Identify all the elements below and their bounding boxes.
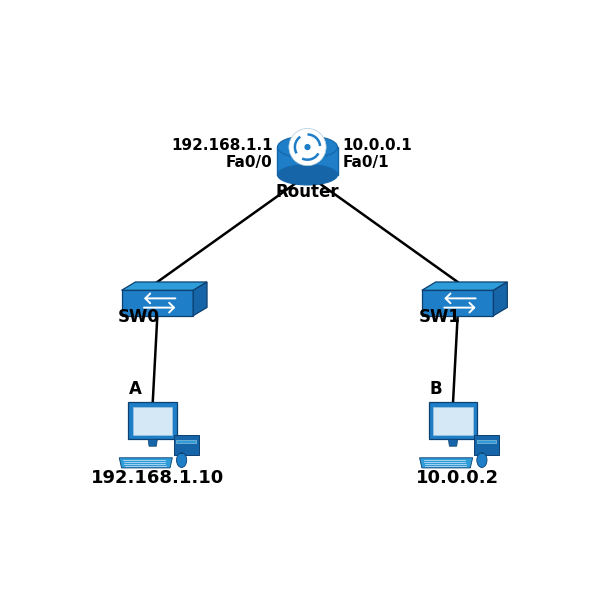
Polygon shape <box>128 403 177 439</box>
Polygon shape <box>173 434 199 455</box>
Circle shape <box>289 128 326 166</box>
Polygon shape <box>422 290 493 316</box>
Polygon shape <box>419 458 473 468</box>
Ellipse shape <box>277 164 338 185</box>
Text: 192.168.1.1
Fa0/0: 192.168.1.1 Fa0/0 <box>171 138 273 170</box>
Polygon shape <box>122 282 207 290</box>
Polygon shape <box>433 407 473 434</box>
Polygon shape <box>429 403 477 439</box>
Text: 192.168.1.10: 192.168.1.10 <box>91 469 224 487</box>
Polygon shape <box>148 439 157 446</box>
Polygon shape <box>122 290 193 316</box>
Polygon shape <box>277 147 338 175</box>
Polygon shape <box>474 434 499 455</box>
Polygon shape <box>422 282 508 290</box>
Text: 10.0.0.1
Fa0/1: 10.0.0.1 Fa0/1 <box>342 138 412 170</box>
Polygon shape <box>476 440 496 443</box>
Polygon shape <box>176 440 196 443</box>
Text: B: B <box>429 380 442 398</box>
Ellipse shape <box>477 452 487 467</box>
Text: A: A <box>129 380 142 398</box>
Ellipse shape <box>277 136 338 158</box>
Polygon shape <box>119 458 172 468</box>
Text: 10.0.0.2: 10.0.0.2 <box>416 469 499 487</box>
Polygon shape <box>493 282 508 316</box>
Text: Router: Router <box>275 183 340 201</box>
Ellipse shape <box>176 452 187 467</box>
Text: SW0: SW0 <box>118 308 160 326</box>
Polygon shape <box>133 407 172 434</box>
Polygon shape <box>193 282 207 316</box>
Text: SW1: SW1 <box>418 308 460 326</box>
Polygon shape <box>448 439 458 446</box>
Circle shape <box>305 145 310 149</box>
